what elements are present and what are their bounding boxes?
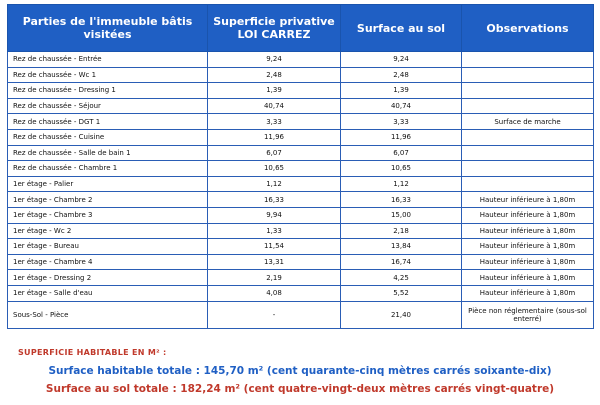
room-name-cell: 1er étage - Palier [7,175,208,193]
room-name-cell: Rez de chaussée - Chambre 1 [7,160,208,177]
observation-cell [461,51,594,68]
observation-cell: Surface de marche [461,113,594,130]
observation-cell: Hauteur inférieure à 1,80m [461,206,594,224]
floor-area-cell: 9,24 [340,51,462,68]
table-row: Rez de chaussée - DGT 1 3,33 3,33 Surface d… [7,113,594,130]
carrez-area-cell: 1,39 [207,82,341,99]
table-row: Sous-Sol - Pièce -21,40 Pièce non réglemen… [7,300,594,329]
observation-cell [461,160,594,177]
observation-cell [461,82,594,99]
observation-cell: Hauteur inférieure à 1,80m [461,284,594,302]
observation-cell: Pièce non réglementaire (sous-sol enterr… [461,300,594,329]
carrez-area-cell: 10,65 [207,160,341,177]
room-name-cell: 1er étage - Wc 2 [7,222,208,240]
floor-area-cell: 2,48 [340,66,462,84]
floor-area-cell: 15,00 [340,206,462,224]
floor-area-cell: 5,52 [340,284,462,302]
carrez-area-cell: 40,74 [207,97,341,115]
table-row: 1er étage - Chambre 4 13,31 16,74 Hauteur i… [7,253,594,271]
table-body: Rez de chaussée - Entrée 9,24 9,24 Rez de c… [7,51,594,329]
table-row: 1er étage - Chambre 2 16,33 16,33 Hauteur i… [7,191,594,208]
observation-cell: Hauteur inférieure à 1,80m [461,238,594,255]
floor-area-cell: 21,40 [340,300,462,329]
floor-area-cell: 6,07 [340,144,462,162]
table-row: 1er étage - Wc 2 1,33 2,18 Hauteur inférieu… [7,222,594,240]
header-observations: Observations [461,4,594,52]
room-name-cell: Rez de chaussée - Cuisine [7,128,208,146]
carrez-area-cell: 9,94 [207,206,341,224]
table-row: Rez de chaussée - Séjour 40,74 40,74 [7,97,594,115]
table-row: Rez de chaussée - Cuisine 11,96 11,96 [7,128,594,146]
carrez-area-cell: 11,96 [207,128,341,146]
carrez-area-cell: 4,08 [207,284,341,302]
surface-table: Parties de l'immeuble bâtis visitées Sup… [7,4,594,329]
sol-total-line: Surface au sol totale : 182,24 m² (cent … [45,383,555,395]
habitable-total-line: Surface habitable totale : 145,70 m² (ce… [48,365,552,377]
room-name-cell: Rez de chaussée - Séjour [7,97,208,115]
table-row: 1er étage - Chambre 3 9,94 15,00 Hauteur in… [7,206,594,224]
carrez-area-cell: 16,33 [207,191,341,208]
table-row: Rez de chaussée - Wc 1 2,48 2,48 [7,66,594,84]
observation-cell: Hauteur inférieure à 1,80m [461,222,594,240]
floor-area-cell: 11,96 [340,128,462,146]
floor-area-cell: 3,33 [340,113,462,130]
table-row: 1er étage - Dressing 2 2,19 4,25 Hauteur in… [7,269,594,286]
table-row: 1er étage - Salle d'eau 4,08 5,52 Hauteur i… [7,284,594,302]
carrez-area-cell: 2,48 [207,66,341,84]
room-name-cell: Rez de chaussée - Wc 1 [7,66,208,84]
room-name-cell: Rez de chaussée - DGT 1 [7,113,208,130]
carrez-area-cell: - [207,300,341,329]
header-row: Parties de l'immeuble bâtis visitées Sup… [7,4,594,52]
room-name-cell: 1er étage - Chambre 3 [7,206,208,224]
floor-area-cell: 1,12 [340,175,462,193]
floor-area-cell: 4,25 [340,269,462,286]
room-name-cell: 1er étage - Bureau [7,238,208,255]
table-row: 1er étage - Palier 1,12 1,12 [7,175,594,193]
floor-area-cell: 16,74 [340,253,462,271]
room-name-cell: 1er étage - Chambre 4 [7,253,208,271]
superficie-habitable-label: SUPERFICIE HABITABLE EN M² : [18,348,167,357]
room-name-cell: Rez de chaussée - Salle de bain 1 [7,144,208,162]
carrez-area-cell: 9,24 [207,51,341,68]
observation-cell [461,66,594,84]
room-name-cell: 1er étage - Dressing 2 [7,269,208,286]
floor-area-cell: 2,18 [340,222,462,240]
room-name-cell: 1er étage - Chambre 2 [7,191,208,208]
room-name-cell: Sous-Sol - Pièce [7,300,208,329]
observation-cell [461,144,594,162]
room-name-cell: Rez de chaussée - Dressing 1 [7,82,208,99]
observation-cell [461,128,594,146]
carrez-area-cell: 2,19 [207,269,341,286]
surface-report: Parties de l'immeuble bâtis visitées Sup… [7,4,594,329]
table-row: Rez de chaussée - Chambre 1 10,65 10,65 [7,160,594,177]
floor-area-cell: 10,65 [340,160,462,177]
observation-cell: Hauteur inférieure à 1,80m [461,269,594,286]
table-row: Rez de chaussée - Salle de bain 1 6,07 6,0… [7,144,594,162]
carrez-area-cell: 6,07 [207,144,341,162]
floor-area-cell: 1,39 [340,82,462,99]
header-parties: Parties de l'immeuble bâtis visitées [7,4,208,52]
table-row: Rez de chaussée - Dressing 1 1,39 1,39 [7,82,594,99]
observation-cell [461,175,594,193]
room-name-cell: 1er étage - Salle d'eau [7,284,208,302]
observation-cell: Hauteur inférieure à 1,80m [461,253,594,271]
floor-area-cell: 16,33 [340,191,462,208]
carrez-area-cell: 1,12 [207,175,341,193]
floor-area-cell: 13,84 [340,238,462,255]
room-name-cell: Rez de chaussée - Entrée [7,51,208,68]
header-surface-sol: Surface au sol [340,4,462,52]
floor-area-cell: 40,74 [340,97,462,115]
header-superficie-carrez: Superficie privative LOI CARREZ [207,4,341,52]
table-row: 1er étage - Bureau 11,54 13,84 Hauteur infé… [7,238,594,255]
table-header: Parties de l'immeuble bâtis visitées Sup… [7,4,594,52]
carrez-area-cell: 11,54 [207,238,341,255]
observation-cell: Hauteur inférieure à 1,80m [461,191,594,208]
carrez-area-cell: 13,31 [207,253,341,271]
table-row: Rez de chaussée - Entrée 9,24 9,24 [7,51,594,68]
carrez-area-cell: 3,33 [207,113,341,130]
carrez-area-cell: 1,33 [207,222,341,240]
observation-cell [461,97,594,115]
